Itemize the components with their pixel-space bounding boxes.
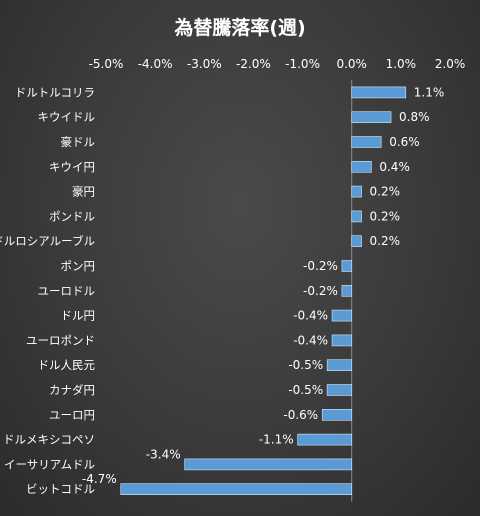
category-label: ポンドル [49,209,95,223]
category-label: ビットコドル [26,482,95,496]
bar [297,433,353,446]
data-label: -1.1% [259,433,294,447]
category-label: ドルメキシコペソ [3,433,95,447]
data-label: 0.4% [379,160,410,174]
x-tick-label: -3.0% [187,57,222,71]
category-label: カナダ円 [49,383,95,397]
bar [326,359,353,372]
category-label: ドルロシアルーブル [0,234,95,248]
bar [184,458,353,471]
bar-series [120,86,407,496]
category-label: ドル人民元 [38,358,96,372]
category-label: 豪円 [72,185,95,199]
x-axis-ticks: -5.0% -4.0% -3.0% -2.0% -1.0% 0.0% 1.0% 2.0% [89,57,466,71]
bar [331,334,353,347]
x-tick-label: -4.0% [138,57,173,71]
category-label: ユーロドル [38,284,96,298]
data-label: 0.8% [399,110,430,124]
bar [120,483,353,496]
category-label: キウイドル [38,110,96,124]
bar [331,309,353,322]
bar [351,161,372,173]
data-label: -4.7% [82,472,117,486]
data-label: -0.6% [283,408,318,422]
x-tick-label: 1.0% [386,57,417,71]
x-tick-label: -1.0% [285,57,320,71]
bar [341,284,353,297]
bar [351,185,362,198]
data-label: 0.2% [370,234,401,248]
bar [351,235,362,247]
chart-title: 為替騰落率(週) [174,16,305,39]
bar [351,111,392,123]
x-tick-label: -5.0% [89,57,124,71]
data-label: -0.5% [288,383,323,397]
data-label: 0.6% [389,135,420,149]
data-label: -0.4% [293,333,328,347]
bar [351,86,407,99]
bar [341,260,353,272]
data-label: -3.4% [146,447,181,461]
category-label: 豪ドル [61,135,96,149]
data-label: 0.2% [370,209,401,223]
data-label: 1.1% [414,85,445,99]
category-label: ポン円 [61,259,96,273]
bar [351,136,382,148]
data-label: -0.4% [293,309,328,323]
data-label: 0.2% [370,185,401,199]
x-tick-label: 0.0% [336,57,367,71]
x-tick-label: -2.0% [236,57,271,71]
category-label: ユーロ円 [49,408,95,422]
category-label: ユーロポンド [26,333,95,347]
category-label: ドルトルコリラ [15,85,95,99]
category-label: ドル円 [61,309,96,323]
x-tick-label: 2.0% [435,57,466,71]
category-labels: ドルトルコリラキウイドル豪ドルキウイ円豪円ポンドルドルロシアルーブルポン円ユーロ… [0,85,95,496]
bar [321,408,353,421]
data-labels: 1.1% 0.8% 0.6% 0.4% 0.2% 0.2% 0.2% -0.2% -0.2% -0… [82,85,444,486]
data-label: -0.5% [288,358,323,372]
bar [326,384,353,396]
data-label: -0.2% [303,284,338,298]
category-label: イーサリアムドル [4,457,95,471]
category-label: キウイ円 [49,160,95,174]
data-label: -0.2% [303,259,338,273]
bar [351,210,362,223]
